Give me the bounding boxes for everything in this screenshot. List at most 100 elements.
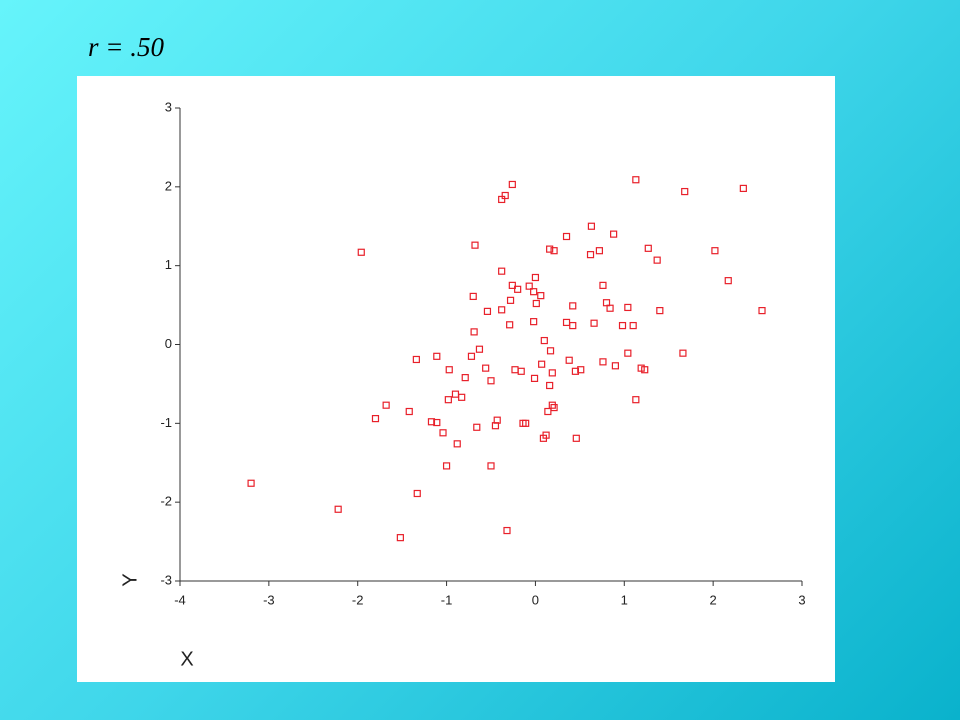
point [508,180,516,189]
point [471,241,479,249]
x-axis-label: X [180,648,193,670]
point [427,418,436,426]
point [618,321,627,330]
point [506,296,515,304]
point [357,248,365,256]
point [508,281,516,289]
point [611,362,620,370]
point [371,415,380,423]
y-tick-label: 3 [165,99,172,114]
point [501,191,509,200]
point [569,321,577,330]
point [606,304,614,312]
x-tick-label: 3 [798,592,805,607]
point [656,307,664,315]
point [514,285,522,293]
point [445,366,453,374]
point [469,292,477,301]
point [538,360,546,368]
point [577,366,585,374]
x-tick-label: 1 [621,592,628,607]
x-tick-label: -4 [174,592,186,607]
point [595,247,604,255]
point [473,423,481,431]
point [632,396,640,404]
point [433,418,441,427]
point [487,462,495,470]
y-tick-label: 0 [165,336,172,351]
point [525,282,533,290]
point [530,374,539,382]
point [546,381,554,390]
point [586,251,595,259]
point [412,355,420,364]
x-tick-label: -1 [441,592,453,607]
point [530,318,538,326]
point [679,349,687,357]
point [569,302,577,310]
point [396,534,404,542]
point [624,349,632,357]
point [458,393,466,401]
x-tick-label: -2 [352,592,364,607]
point [548,369,556,377]
point [530,288,538,296]
point [461,374,469,382]
point [544,407,552,416]
point [548,401,556,409]
y-tick-label: 1 [165,257,172,272]
point [522,419,530,427]
point [537,292,545,300]
point [498,306,506,314]
y-tick-label: -2 [160,494,172,509]
point [653,256,661,264]
x-tick-label: 0 [532,592,539,607]
point [641,366,649,374]
point [475,345,484,353]
point [644,244,652,252]
point [487,377,495,385]
point [572,434,580,442]
point [550,403,558,412]
point [724,277,732,285]
point [247,479,255,487]
point [506,321,514,329]
point [483,307,492,315]
point [546,347,555,355]
point [550,247,558,255]
point [444,396,452,404]
point [739,184,747,193]
y-tick-label: 2 [165,178,172,193]
point [467,352,476,360]
point [503,526,511,535]
point [439,429,447,437]
y-tick-label: -3 [160,572,172,587]
point [562,232,571,241]
point [565,356,573,364]
point [758,307,766,315]
point [442,462,451,470]
y-axis-label: Y [119,573,141,586]
point [498,267,506,275]
point [624,303,632,312]
point [711,247,719,255]
plot-panel [77,76,835,682]
point [632,176,640,184]
point [382,401,390,409]
point [540,336,548,345]
point [531,273,540,282]
slide-title: r = .50 [88,32,164,62]
point [681,187,689,196]
point [493,416,501,424]
point [590,319,598,327]
point [599,281,607,289]
x-tick-label: 2 [710,592,717,607]
point [413,489,421,498]
point [453,440,461,448]
point [599,358,607,366]
point [517,367,525,375]
point [482,364,490,372]
point [571,367,580,375]
point [629,321,637,330]
